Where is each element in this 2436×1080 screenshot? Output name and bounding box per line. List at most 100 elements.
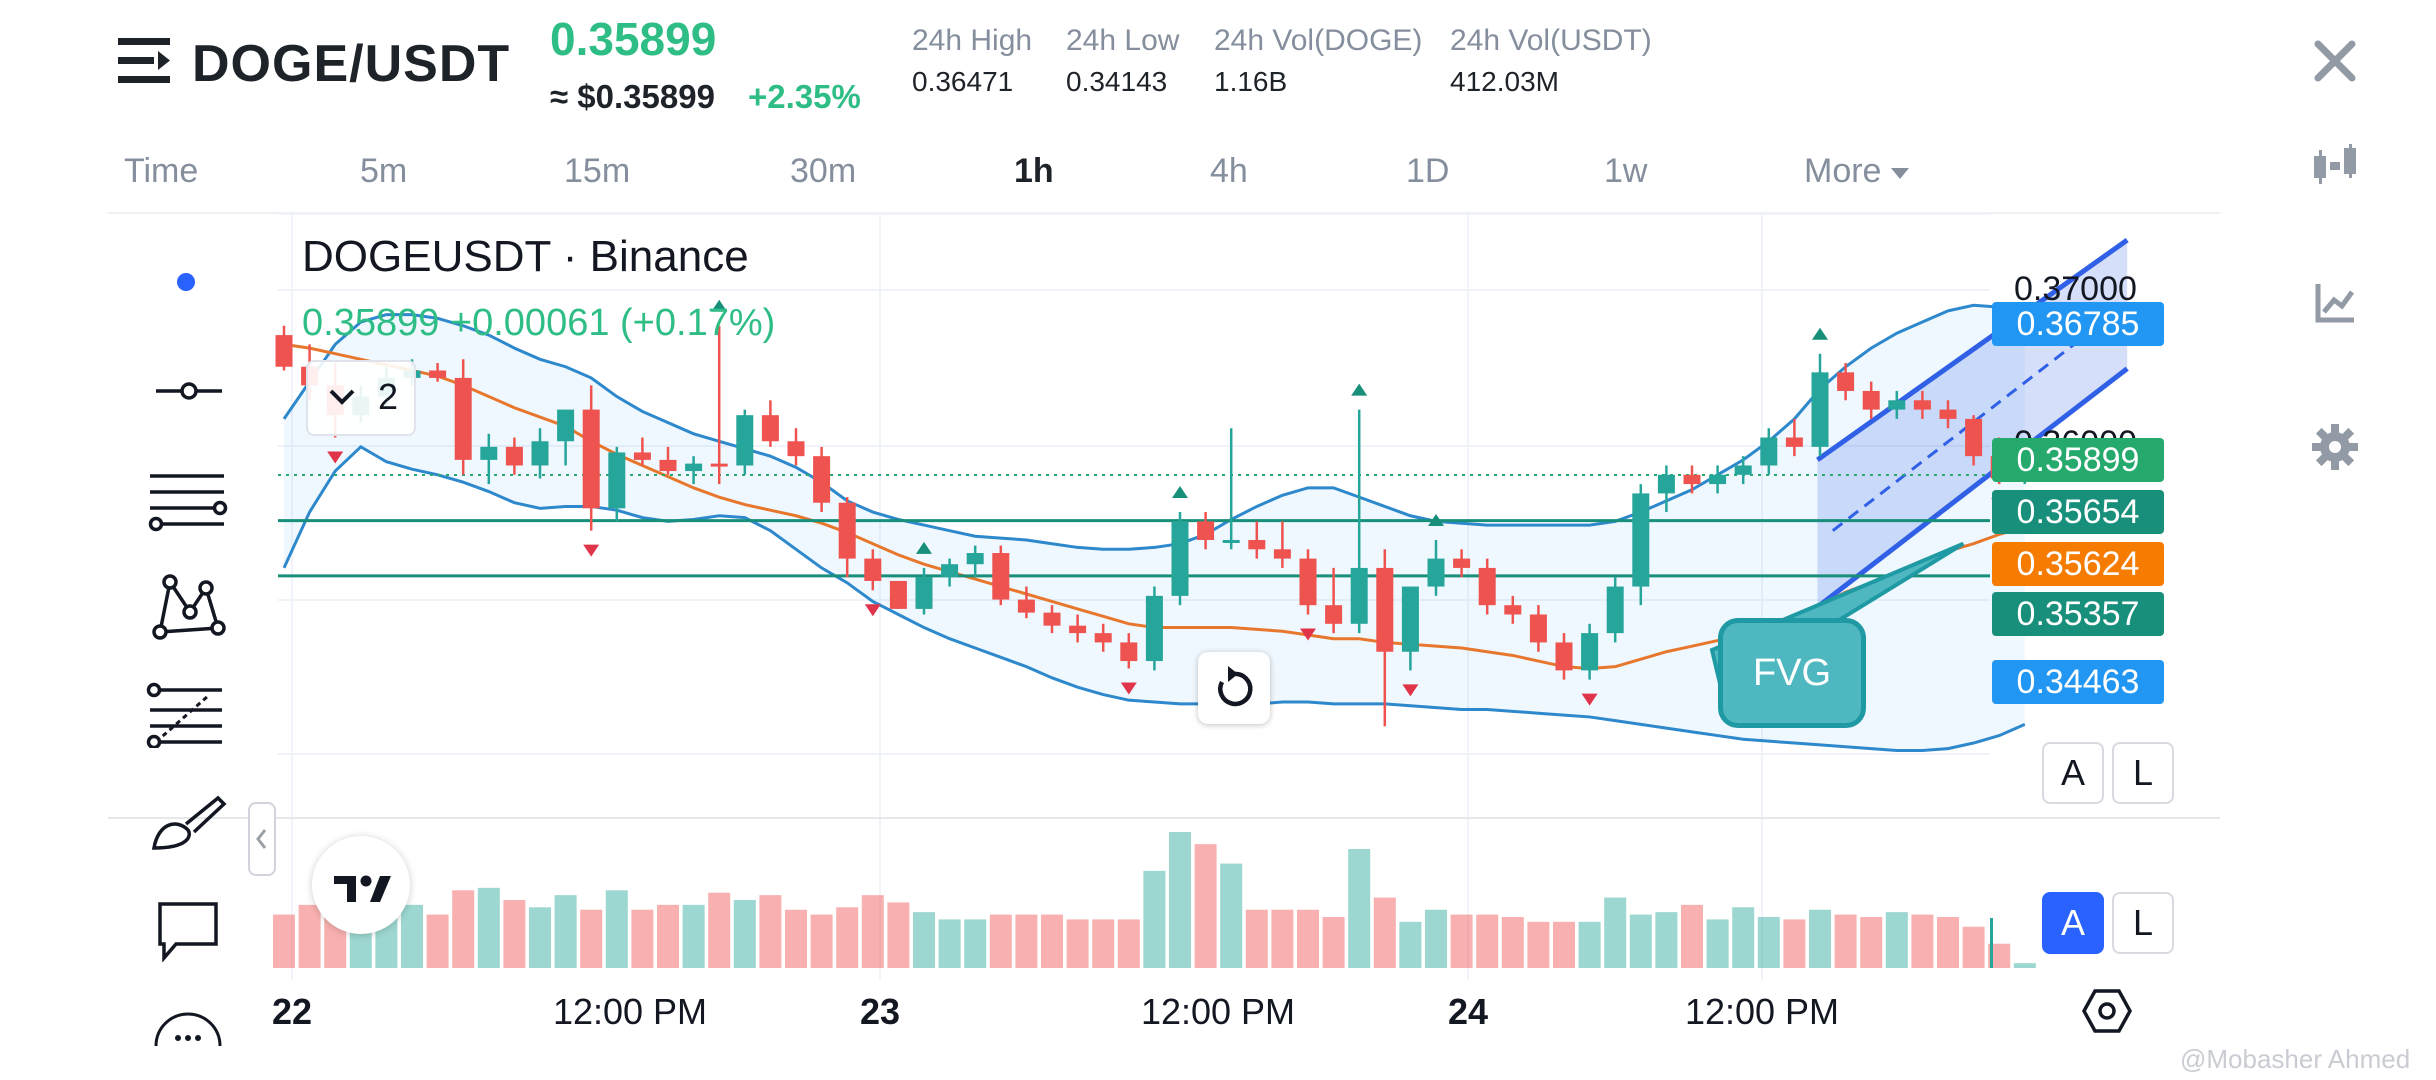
candle-body <box>1913 400 1931 410</box>
volume-bar <box>1757 917 1780 968</box>
pattern-tool-icon[interactable] <box>150 572 226 642</box>
volume-bar <box>1911 914 1934 968</box>
buy-signal-marker <box>1351 383 1368 396</box>
sell-signal-marker <box>1402 684 1419 697</box>
volume-bar <box>1194 844 1217 968</box>
volume-auto-scale-button[interactable]: A <box>2042 892 2104 954</box>
volume-bar <box>1041 914 1063 968</box>
volume-bar <box>1783 919 1806 968</box>
chart-legend-title: DOGEUSDT · Binance <box>302 232 749 281</box>
pair-title[interactable]: DOGE/USDT <box>192 35 511 93</box>
candle-body <box>1632 493 1650 587</box>
comment-icon[interactable] <box>156 900 220 962</box>
volume-bar <box>2013 963 2036 968</box>
tab-time[interactable]: Time <box>124 152 199 190</box>
volume-bar <box>913 912 935 968</box>
volume-bar <box>989 914 1012 968</box>
candle-body <box>1581 633 1599 671</box>
volume-bar <box>1450 914 1473 968</box>
tab-1d[interactable]: 1D <box>1406 152 1450 190</box>
candle-body <box>1299 558 1317 606</box>
chart-settings-icon[interactable] <box>2082 988 2132 1034</box>
volume-bar <box>657 904 679 968</box>
tab-1w[interactable]: 1w <box>1604 152 1648 190</box>
chevron-down-icon <box>329 389 355 405</box>
bollinger-upper-line <box>282 303 2026 551</box>
more-tools-icon[interactable] <box>152 1008 224 1048</box>
dot-icon[interactable] <box>176 272 196 292</box>
candle-body <box>1376 567 1394 652</box>
sell-signal-marker <box>864 604 881 617</box>
candle-body <box>582 409 600 509</box>
candle-body <box>1965 418 1983 457</box>
volume-bar <box>887 902 910 968</box>
close-icon[interactable] <box>2310 36 2360 86</box>
candle-body <box>1939 409 1957 419</box>
tradingview-logo[interactable] <box>312 836 410 934</box>
volume-bar <box>1271 909 1294 968</box>
tradingview-icon <box>334 875 391 902</box>
candle-body <box>1504 605 1522 615</box>
volume-bar <box>1860 917 1883 968</box>
volume-bar <box>1143 870 1166 968</box>
candle-body <box>1325 605 1343 624</box>
stat-label-low: 24h Low <box>1066 24 1180 57</box>
chevron-down-icon <box>1891 167 1910 179</box>
buy-signal-marker <box>1812 327 1828 340</box>
indicator-chart-icon[interactable] <box>2310 278 2360 328</box>
indicator-toggle[interactable]: 2 <box>306 360 416 436</box>
volume-bar <box>1399 921 1422 968</box>
tab-more[interactable]: More <box>1804 152 1910 191</box>
volume-bar <box>1553 921 1575 968</box>
candle-body <box>1145 595 1163 662</box>
time-axis-label: 12:00 PM <box>1141 991 1295 1032</box>
candle-body <box>1888 400 1906 410</box>
tab-5m[interactable]: 5m <box>360 152 408 190</box>
volume-bar <box>1169 832 1191 968</box>
volume-bar <box>836 907 859 968</box>
candle-body <box>1017 599 1035 613</box>
candle-body <box>454 377 472 460</box>
candle-body <box>966 553 984 565</box>
candle-body <box>1222 539 1240 543</box>
auto-scale-button[interactable]: A <box>2042 742 2104 804</box>
log-scale-button[interactable]: L <box>2112 742 2174 804</box>
menu-icon[interactable] <box>118 38 170 84</box>
volume-bar <box>733 900 756 968</box>
drawing-toolbar-collapse[interactable] <box>248 802 276 876</box>
stat-label-high: 24h High <box>912 24 1033 57</box>
indicator-count: 2 <box>378 376 399 417</box>
candlestick-icon[interactable] <box>2310 140 2360 190</box>
time-axis-label: 24 <box>1448 991 1488 1032</box>
volume-log-scale-button[interactable]: L <box>2112 892 2174 954</box>
volume-bar <box>477 887 500 968</box>
chevron-left-icon <box>256 829 267 849</box>
volume-bar <box>1322 917 1345 968</box>
price-tick: 0.37000 <box>2014 270 2137 308</box>
tab-15m[interactable]: 15m <box>564 152 631 190</box>
brush-tool-icon[interactable] <box>148 794 228 854</box>
fvg-annotation[interactable]: FVG <box>1718 618 1866 728</box>
tab-4h[interactable]: 4h <box>1210 152 1248 190</box>
buy-signal-marker <box>711 299 728 312</box>
gear-icon[interactable] <box>2310 422 2360 472</box>
reset-chart-button[interactable] <box>1198 652 1270 724</box>
volume-bar <box>401 904 423 968</box>
ema-label: 0.35624 <box>1992 542 2164 586</box>
fib-tool-icon[interactable] <box>146 682 226 748</box>
volume-bar <box>1066 919 1089 968</box>
tab-1h[interactable]: 1h <box>1014 152 1054 190</box>
channel-lower-line <box>1815 366 2129 610</box>
candle-body <box>1043 612 1061 626</box>
volume-bar <box>1015 914 1038 968</box>
candle-body <box>480 446 498 460</box>
time-axis-label: 22 <box>272 991 312 1032</box>
candle-body <box>1555 642 1573 671</box>
watermark: @Mobasher Ahmed <box>2180 1044 2411 1074</box>
horizontal-ray-icon[interactable] <box>154 376 224 406</box>
tab-30m[interactable]: 30m <box>790 152 857 190</box>
volume-bar <box>1297 909 1319 968</box>
bollinger-upper-label: 0.36785 <box>1992 302 2164 346</box>
volume-bar <box>1988 943 2011 968</box>
multi-lines-icon[interactable] <box>148 470 228 532</box>
